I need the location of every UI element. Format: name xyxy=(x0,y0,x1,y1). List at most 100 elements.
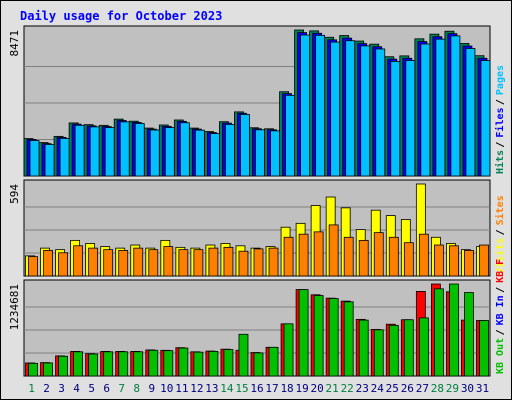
bar-sites-day-26 xyxy=(403,242,414,277)
bar-sites-day-21 xyxy=(328,224,339,277)
bar-pages-day-18 xyxy=(285,94,295,177)
x-tick-label-day-2: 2 xyxy=(43,382,50,395)
x-tick-label-day-21: 21 xyxy=(326,382,339,395)
bar-pages-day-3 xyxy=(59,138,70,177)
bar-kb_out-day-21 xyxy=(328,298,339,377)
bar-pages-day-27 xyxy=(420,43,431,177)
legend-visits: Visits xyxy=(494,238,506,274)
bar-pages-day-6 xyxy=(104,127,115,177)
legend-pages: Pages xyxy=(495,65,506,95)
bar-kb_out-day-29 xyxy=(449,283,459,377)
bar-kb_out-day-25 xyxy=(388,324,399,377)
y-max-label: 1234681 xyxy=(8,284,21,330)
bar-pages-day-4 xyxy=(74,124,85,177)
bar-sites-day-4 xyxy=(73,245,84,277)
x-tick-label-day-28: 28 xyxy=(431,382,444,395)
bar-pages-day-28 xyxy=(435,38,446,177)
bar-kb_out-day-3 xyxy=(58,355,68,377)
bar-kb_out-day-4 xyxy=(73,351,84,377)
bar-sites-day-30 xyxy=(464,250,474,277)
bar-sites-day-9 xyxy=(148,249,159,277)
bar-sites-day-19 xyxy=(298,233,309,277)
bar-sites-day-24 xyxy=(373,232,384,277)
bar-pages-day-26 xyxy=(405,60,416,177)
x-tick-label-day-4: 4 xyxy=(73,382,80,395)
bar-sites-day-17 xyxy=(268,247,279,277)
x-tick-label-day-22: 22 xyxy=(341,382,354,395)
bar-kb_out-day-5 xyxy=(88,353,99,377)
bar-pages-day-9 xyxy=(149,129,160,177)
legend-hits: Hits xyxy=(494,150,506,174)
x-tick-label-day-9: 9 xyxy=(148,382,155,395)
x-tick-label-day-3: 3 xyxy=(58,382,65,395)
bar-kb_out-day-15 xyxy=(238,333,249,377)
legend-separator: / xyxy=(495,287,506,293)
bar-kb_out-day-24 xyxy=(373,329,384,377)
bar-pages-day-8 xyxy=(134,123,145,177)
bar-kb_out-day-13 xyxy=(208,351,219,377)
bar-kb_out-day-10 xyxy=(163,350,174,377)
bar-kb_out-day-12 xyxy=(193,351,204,377)
bar-kb_out-day-6 xyxy=(103,351,114,377)
bar-sites-day-15 xyxy=(238,250,249,277)
x-tick-label-day-13: 13 xyxy=(205,382,218,395)
x-tick-label-day-31: 31 xyxy=(476,382,489,395)
legend-separator: / xyxy=(495,329,506,335)
x-tick-label-day-7: 7 xyxy=(118,382,125,395)
bar-sites-day-18 xyxy=(283,236,294,277)
bar-sites-day-7 xyxy=(118,250,129,277)
x-tick-label-day-12: 12 xyxy=(190,382,203,395)
legend-kb-f: KB F xyxy=(495,259,506,283)
bar-sites-day-25 xyxy=(388,236,399,277)
bar-pages-day-31 xyxy=(480,60,491,177)
bar-pages-day-2 xyxy=(44,144,55,177)
bar-pages-day-12 xyxy=(194,129,205,177)
bar-pages-day-24 xyxy=(375,48,386,177)
bar-kb_out-day-2 xyxy=(43,362,53,377)
bar-sites-day-11 xyxy=(178,249,189,277)
bar-pages-day-30 xyxy=(465,48,476,177)
bar-kb_out-day-9 xyxy=(148,349,159,377)
bar-pages-day-1 xyxy=(29,140,40,177)
x-tick-label-day-16: 16 xyxy=(250,382,263,395)
bar-kb_out-day-28 xyxy=(433,288,444,377)
bar-pages-day-23 xyxy=(360,45,371,177)
x-tick-label-day-17: 17 xyxy=(265,382,278,395)
bar-pages-day-15 xyxy=(240,114,250,177)
bar-kb_out-day-19 xyxy=(298,289,309,377)
bar-pages-day-14 xyxy=(225,124,235,177)
bar-kb_out-day-17 xyxy=(268,346,279,377)
bar-sites-day-8 xyxy=(133,247,144,277)
legend-files: Files xyxy=(494,107,506,137)
x-tick-label-day-19: 19 xyxy=(295,382,308,395)
bar-pages-day-19 xyxy=(300,34,310,177)
bar-pages-day-13 xyxy=(210,133,220,177)
x-tick-label-day-29: 29 xyxy=(446,382,459,395)
bar-kb_out-day-20 xyxy=(313,295,324,377)
legend-separator: / xyxy=(495,229,506,235)
bar-sites-day-29 xyxy=(449,245,459,277)
x-tick-label-day-24: 24 xyxy=(371,382,385,395)
bar-kb_out-day-8 xyxy=(133,351,144,377)
bar-kb_out-day-22 xyxy=(343,301,354,377)
x-tick-label-day-26: 26 xyxy=(401,382,414,395)
bar-sites-day-13 xyxy=(208,247,219,277)
y-max-label: 594 xyxy=(8,184,21,204)
bar-kb_out-day-1 xyxy=(28,362,38,377)
bar-kb_out-day-7 xyxy=(118,351,129,377)
bar-pages-day-29 xyxy=(450,35,461,177)
bar-pages-day-16 xyxy=(255,129,265,177)
bar-pages-day-17 xyxy=(270,130,280,177)
x-tick-label-day-15: 15 xyxy=(235,382,248,395)
bar-sites-day-2 xyxy=(43,250,53,277)
bar-pages-day-11 xyxy=(179,122,190,177)
bar-kb_out-day-14 xyxy=(223,349,234,377)
bar-sites-day-6 xyxy=(103,249,114,277)
x-tick-label-day-11: 11 xyxy=(175,382,188,395)
chart-title: Daily usage for October 2023 xyxy=(20,9,222,23)
bar-sites-day-12 xyxy=(193,249,204,277)
x-tick-label-day-30: 30 xyxy=(461,382,474,395)
legend-separator: / xyxy=(495,142,506,148)
x-tick-label-day-5: 5 xyxy=(88,382,95,395)
